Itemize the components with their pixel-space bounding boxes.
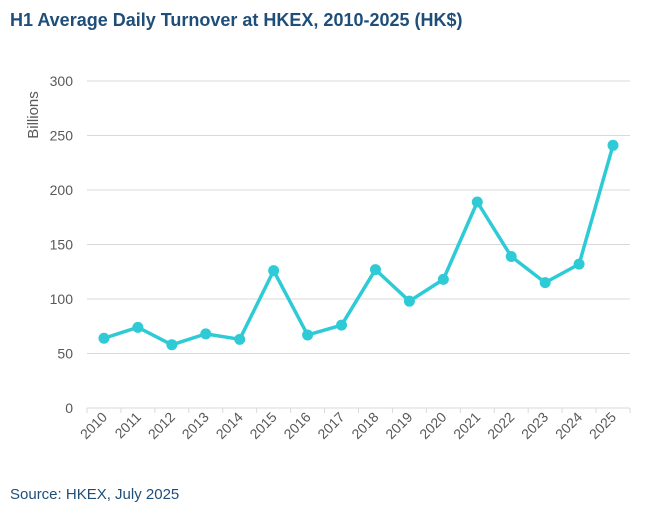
- x-tick-label: 2013: [179, 409, 212, 442]
- data-point: [539, 277, 551, 289]
- x-tick-label: 2010: [77, 409, 110, 442]
- data-point: [98, 332, 110, 344]
- data-point: [166, 339, 178, 351]
- x-tick-label: 2020: [416, 409, 449, 442]
- chart-title: H1 Average Daily Turnover at HKEX, 2010-…: [10, 10, 463, 30]
- data-point: [336, 319, 348, 331]
- data-point: [234, 333, 246, 345]
- x-tick-label: 2018: [348, 409, 381, 442]
- y-axis-label: Billions: [25, 91, 42, 139]
- gridlines: [87, 80, 630, 409]
- x-tick-label: 2025: [586, 409, 619, 442]
- data-point: [268, 265, 280, 277]
- data-point: [403, 295, 415, 307]
- source-note: Source: HKEX, July 2025: [10, 486, 180, 503]
- data-point: [200, 328, 212, 340]
- x-tick-label: 2019: [382, 409, 415, 442]
- series-group: [98, 139, 619, 351]
- data-point: [573, 258, 585, 270]
- x-tick-label: 2022: [484, 409, 517, 442]
- x-tick-label: 2014: [212, 409, 245, 442]
- x-tick-label: 2016: [280, 409, 313, 442]
- y-tick-label: 100: [50, 291, 74, 307]
- x-tick-label: 2021: [450, 409, 483, 442]
- data-point: [369, 264, 381, 276]
- data-point: [505, 250, 517, 262]
- data-point: [302, 329, 314, 341]
- x-tick-label: 2011: [111, 409, 144, 442]
- data-point: [471, 196, 483, 208]
- x-tick-label: 2017: [314, 409, 347, 442]
- data-point: [132, 321, 144, 333]
- y-axis-ticks: 0 50 100 150 200 250 300: [50, 73, 74, 416]
- x-tick-label: 2023: [518, 409, 551, 442]
- x-axis-ticks: 2010 2011 2012 2013 2014 2015 2016 2017 2018 2019…: [77, 408, 631, 442]
- x-tick-label: 2024: [552, 409, 585, 442]
- y-tick-label: 0: [65, 400, 73, 416]
- y-tick-label: 150: [50, 237, 74, 253]
- y-tick-label: 250: [50, 128, 74, 144]
- x-tick-label: 2015: [246, 409, 279, 442]
- data-point: [437, 273, 449, 285]
- series-line: [103, 144, 615, 347]
- y-tick-label: 200: [50, 182, 74, 198]
- y-tick-label: 300: [50, 73, 74, 89]
- x-tick-label: 2012: [145, 409, 178, 442]
- y-tick-label: 50: [57, 346, 73, 362]
- data-point: [607, 139, 619, 151]
